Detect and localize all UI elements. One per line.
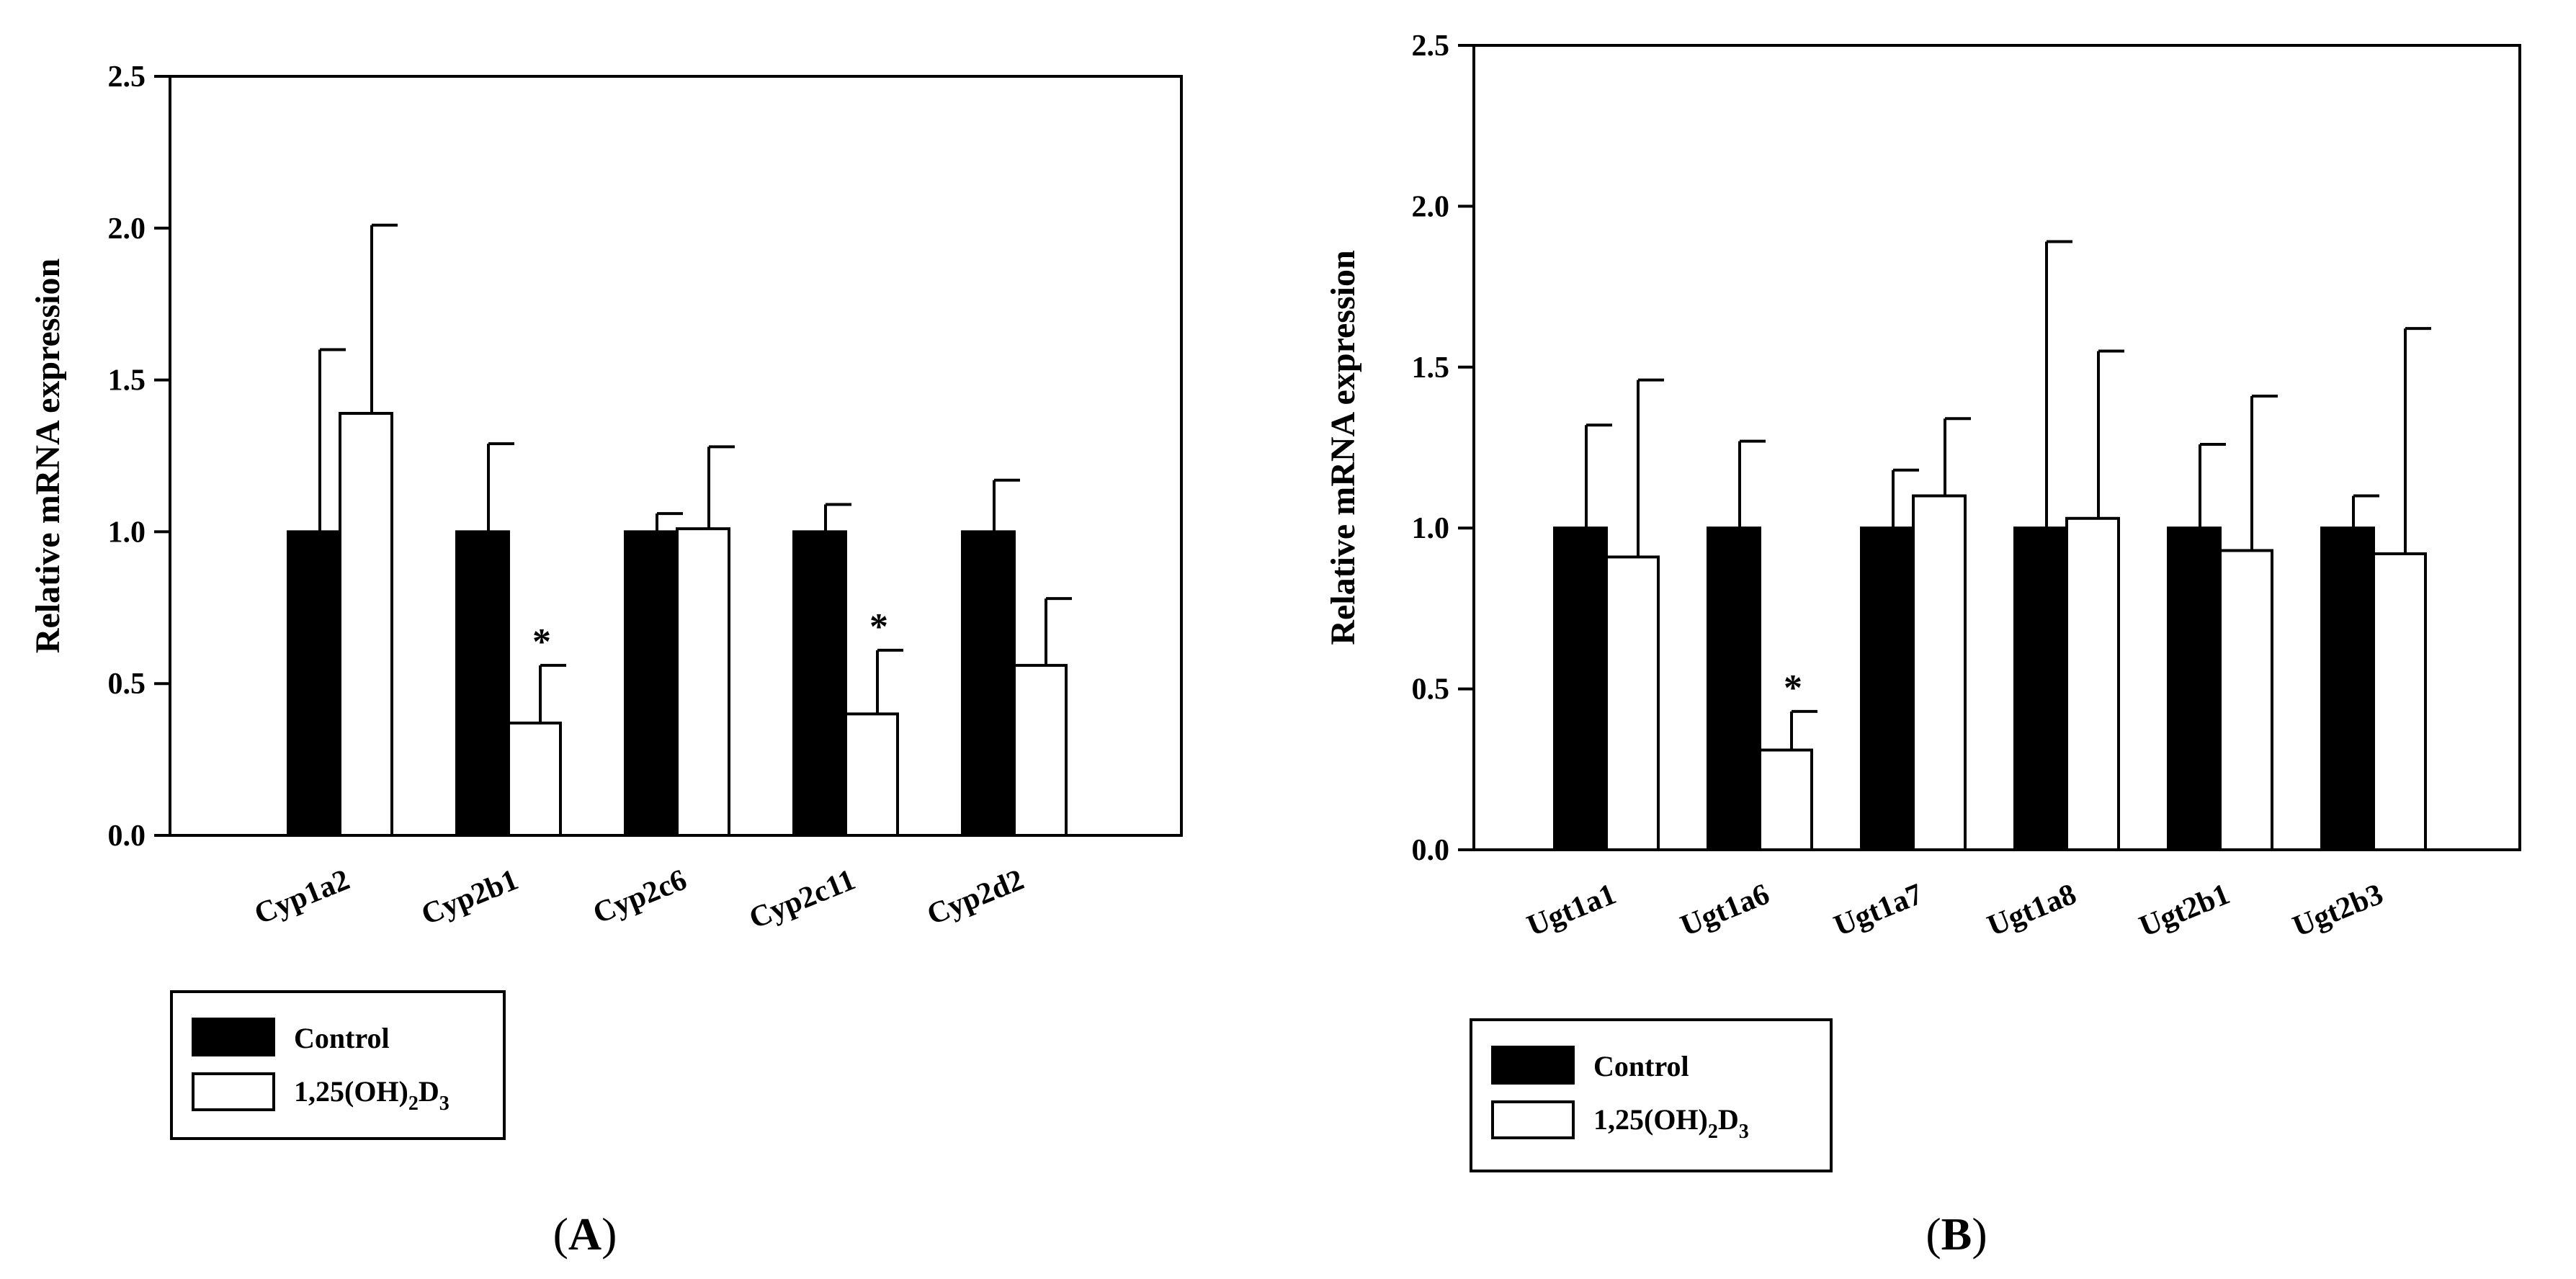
bar-control — [2013, 526, 2068, 851]
chart-panel-b: 0.0 0.5 1.0 1.5 2.0 2.5 Relative mRNA expressi… — [1324, 30, 2521, 1172]
bar-control — [1553, 526, 1608, 851]
y-axis-label: Relative mRNA expression — [1324, 250, 1362, 645]
x-category-label: Ugt2b1 — [2134, 878, 2234, 944]
bar-control — [455, 530, 510, 838]
y-tick-label: 1.5 — [1412, 351, 1450, 385]
y-tick-label: 2.0 — [108, 212, 146, 246]
x-category-label: Ugt1a6 — [1676, 878, 1774, 943]
x-category-label: Ugt2b3 — [2288, 878, 2387, 944]
panel-label-part: B — [1941, 1208, 1972, 1260]
legend: Control 1,25(OH)2D3 — [1470, 1018, 1833, 1172]
legend-box — [170, 990, 506, 1140]
panel-label-part: ) — [601, 1208, 617, 1260]
y-tick-label: 2.0 — [1412, 190, 1450, 223]
x-category-label: Cyp2c11 — [745, 863, 860, 935]
bar-treated — [507, 722, 562, 837]
bar-treated — [844, 712, 899, 837]
bar-treated — [339, 411, 393, 837]
x-category-label: Ugt1a1 — [1523, 878, 1621, 943]
bar-treated — [2372, 552, 2427, 851]
plot-frame — [1472, 44, 2521, 851]
panel-label-part: ( — [1926, 1208, 1941, 1260]
bar-treated — [1758, 748, 1813, 851]
y-tick-label: 0.5 — [1412, 673, 1450, 706]
y-tick-label: 0.0 — [1412, 834, 1450, 867]
significance-marker: * — [532, 621, 551, 663]
legend-text-part: D — [1718, 1103, 1739, 1136]
bar-treated — [676, 527, 730, 838]
y-tick-label: 0.0 — [108, 820, 146, 853]
legend-text-part: 3 — [439, 1092, 450, 1115]
y-tick-label: 1.0 — [1412, 512, 1450, 545]
bar-treated — [2219, 549, 2273, 851]
bar-treated — [1912, 494, 1967, 852]
bar-treated — [1605, 555, 1660, 851]
bar-control — [1860, 526, 1915, 851]
legend-text-part: 2 — [408, 1092, 419, 1115]
panel-label: (A) — [553, 1208, 617, 1260]
y-tick-label: 2.5 — [108, 60, 146, 94]
significance-marker: * — [1784, 668, 1802, 709]
x-category-label: Cyp2d2 — [923, 863, 1029, 932]
legend-text-part: 2 — [1708, 1121, 1718, 1143]
bar-treated — [1013, 663, 1068, 837]
legend-text-part: D — [419, 1075, 439, 1108]
bar-control — [792, 530, 847, 838]
x-category-label: Ugt1a8 — [1983, 878, 2081, 943]
panel-label-part: A — [568, 1208, 601, 1260]
y-tick-label: 2.5 — [1412, 30, 1450, 63]
legend-label-treated: 1,25(OH)2D3 — [1593, 1103, 1749, 1143]
bar-control — [1707, 526, 1761, 851]
x-category-label: Ugt1a7 — [1830, 878, 1928, 943]
bar-control — [961, 530, 1016, 838]
legend: Control 1,25(OH)2D3 — [170, 990, 506, 1140]
legend-text-part: 1,25(OH) — [294, 1075, 408, 1108]
bar-control — [287, 530, 341, 838]
x-category-label: Cyp1a2 — [250, 863, 354, 931]
legend-swatch-treated — [192, 1072, 275, 1111]
legend-box — [1470, 1018, 1833, 1172]
y-axis-label: Relative mRNA expression — [29, 259, 67, 653]
legend-swatch-control — [1491, 1046, 1575, 1085]
legend-label-control: Control — [1593, 1050, 1689, 1082]
legend-label-treated: 1,25(OH)2D3 — [294, 1075, 450, 1115]
chart-panel-a: 0.0 0.5 1.0 1.5 2.0 2.5 Relative mRNA expressi… — [29, 60, 1183, 1140]
panel-label: (B) — [1926, 1208, 1987, 1260]
legend-swatch-control — [192, 1018, 275, 1056]
y-tick-label: 1.0 — [108, 516, 146, 549]
panel-label-part: ) — [1972, 1208, 1987, 1260]
significance-marker: * — [869, 606, 888, 647]
legend-swatch-treated — [1491, 1100, 1575, 1139]
legend-label-control: Control — [294, 1022, 390, 1054]
panel-label-part: ( — [553, 1208, 568, 1260]
y-tick-label: 0.5 — [108, 668, 146, 701]
legend-text-part: 3 — [1739, 1121, 1749, 1143]
legend-text-part: 1,25(OH) — [1593, 1103, 1708, 1136]
bar-control — [2167, 526, 2222, 851]
x-category-label: Cyp2c6 — [589, 863, 692, 930]
bar-control — [624, 530, 679, 838]
bar-treated — [2065, 516, 2120, 852]
x-category-label: Cyp2b1 — [417, 863, 523, 932]
bar-control — [2320, 526, 2375, 851]
y-tick-label: 1.5 — [108, 364, 146, 398]
